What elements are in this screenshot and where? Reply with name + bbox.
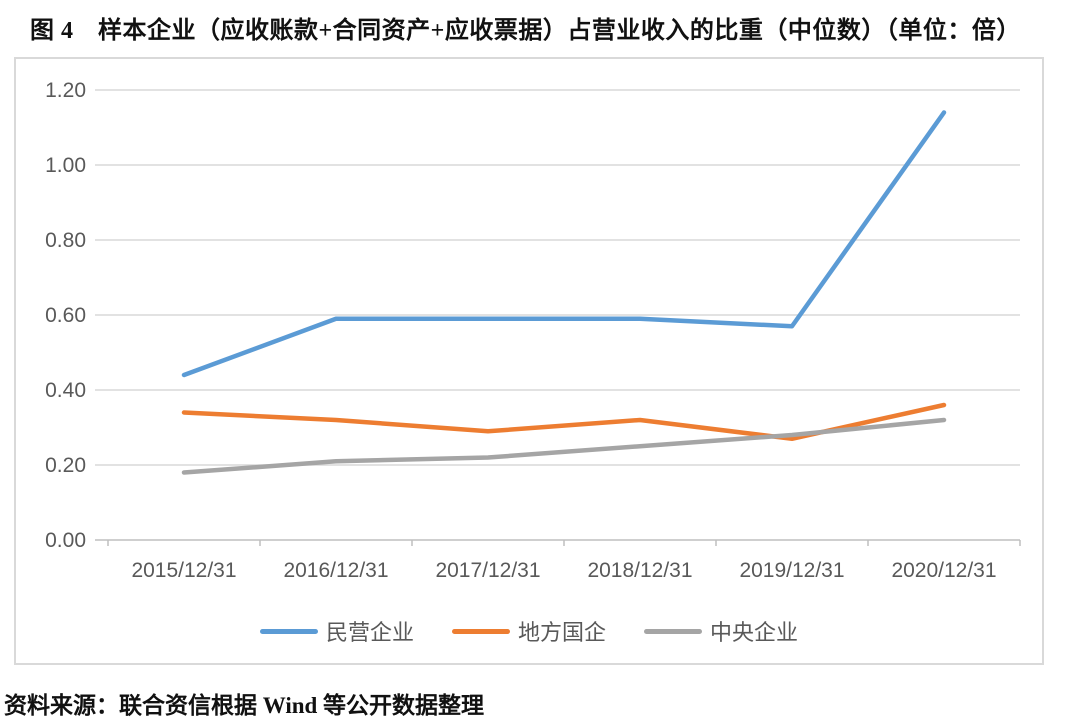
chart-container: 0.00 0.20 0.40 0.60 0.80 1.00 1.20 2015/12/31 20… [14,57,1044,665]
series-line-2 [181,417,947,475]
y-tick-label: 0.20 [45,454,86,477]
legend-label-local-soe: 地方国企 [517,620,606,645]
x-tick-label: 2016/12/31 [283,559,388,582]
source-note: 资料来源：联合资信根据 Wind 等公开数据整理 [4,693,485,718]
y-tick-label: 0.60 [45,304,86,327]
page-title: 图 4 样本企业（应收账款+合同资产+应收票据）占营业收入的比重（中位数）（单位… [30,18,1021,44]
chart-plot-area: 0.00 0.20 0.40 0.60 0.80 1.00 1.20 2015/12/31 20… [45,79,1021,582]
y-tick-label: 0.00 [45,529,86,552]
x-tick-label: 2015/12/31 [131,559,236,582]
legend-swatch-local-soe [451,628,510,634]
y-tick-label: 0.40 [45,379,86,402]
legend-label-private-enterprise: 民营企业 [325,620,414,645]
x-tick-label: 2019/12/31 [739,559,844,582]
y-tick-label: 1.20 [45,79,86,102]
legend-item-private-enterprise: 民营企业 [259,615,414,647]
chart-legend: 民营企业 地方国企 中央企业 [16,615,1042,647]
series-line-0 [181,110,947,378]
legend-swatch-central-enterprise [644,628,702,634]
series-line-1 [181,402,947,441]
legend-swatch-private-enterprise [259,628,318,634]
x-tick-label: 2020/12/31 [891,559,996,582]
y-tick-label: 0.80 [45,229,86,252]
legend-item-central-enterprise: 中央企业 [644,615,798,647]
x-tick-label: 2017/12/31 [435,559,540,582]
legend-label-central-enterprise: 中央企业 [710,620,799,645]
y-tick-label: 1.00 [45,154,86,177]
legend-item-local-soe: 地方国企 [451,615,606,647]
x-tick-label: 2018/12/31 [587,559,692,582]
